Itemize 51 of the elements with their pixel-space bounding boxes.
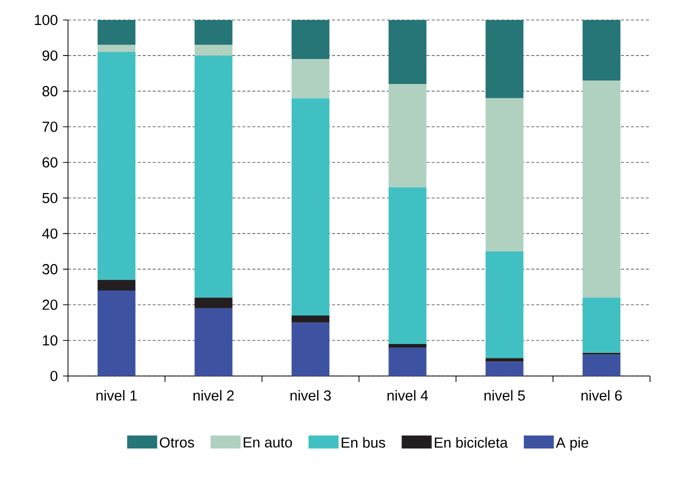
y-tick-label: 20	[42, 300, 58, 310]
x-tick-label: nivel 2	[194, 390, 234, 401]
bar	[388, 20, 426, 84]
y-tick-label: 60	[42, 157, 58, 168]
x-tick-label: nivel 6	[582, 390, 622, 401]
bar	[388, 187, 426, 344]
legend-label: En auto	[244, 437, 292, 448]
bar	[194, 298, 232, 308]
bar	[98, 52, 136, 280]
bar	[194, 44, 232, 56]
x-tick-label: nivel 3	[290, 390, 331, 401]
bar	[292, 315, 330, 323]
bar	[292, 59, 330, 98]
bar	[388, 348, 426, 376]
y-tick-label: 0	[50, 370, 58, 382]
bar	[292, 98, 330, 316]
bar	[98, 20, 136, 45]
bar	[486, 20, 524, 98]
y-tick-label: 10	[42, 335, 58, 346]
bar	[194, 20, 232, 45]
bar	[98, 44, 136, 52]
bar	[292, 322, 330, 376]
bar	[486, 358, 524, 362]
x-tick-label: nivel 5	[484, 390, 525, 401]
x-tick-label: nivel 1	[96, 390, 137, 401]
bar	[582, 20, 620, 81]
x-tick-label: nivel 4	[388, 390, 428, 401]
bar	[194, 308, 232, 376]
y-tick-label: 100	[34, 14, 58, 26]
bar	[98, 290, 136, 376]
legend-label: Otros	[160, 437, 194, 448]
bar	[388, 84, 426, 188]
legend-label: A pie	[556, 437, 588, 451]
bar	[194, 56, 232, 298]
y-tick-label: 50	[42, 192, 58, 204]
legend-label: En bicicleta	[434, 437, 508, 448]
y-tick-label: 30	[42, 264, 58, 274]
bar	[582, 80, 620, 298]
bar	[582, 298, 620, 353]
bar	[486, 251, 524, 358]
y-tick-label: 80	[42, 86, 58, 96]
y-tick-label: 40	[42, 228, 58, 239]
bar	[486, 362, 524, 376]
bar	[582, 354, 620, 376]
legend-label: En bus	[342, 437, 386, 448]
bar	[486, 98, 524, 252]
y-tick-label: 70	[42, 122, 58, 132]
bar	[388, 344, 426, 348]
y-tick-label: 90	[42, 50, 58, 61]
bar	[98, 280, 136, 291]
bar	[292, 20, 330, 60]
